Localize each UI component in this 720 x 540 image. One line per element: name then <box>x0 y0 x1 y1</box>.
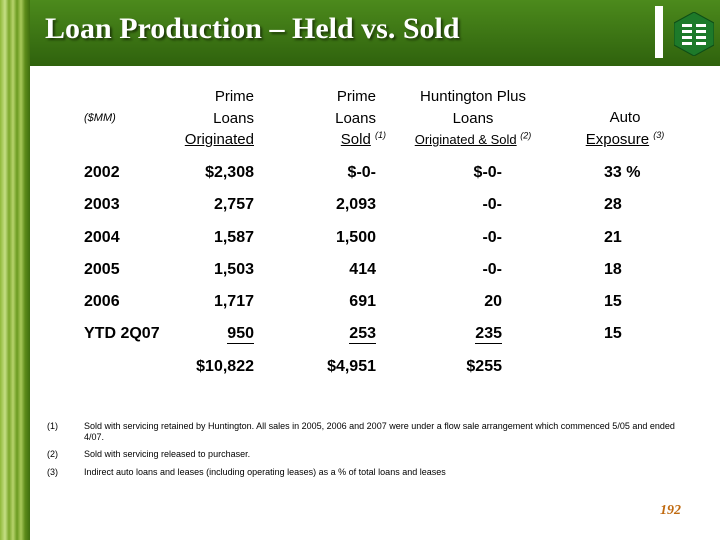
row-prime-sold: 253 <box>349 325 376 344</box>
row-year: 2004 <box>84 229 120 246</box>
row-auto-exposure: 15 <box>604 325 622 342</box>
col-header-auto-exposure: Auto Exposure (3) <box>585 109 665 148</box>
row-prime-sold: $-0- <box>347 164 376 181</box>
row-year: 2006 <box>84 293 120 310</box>
row-auto-exposure: 33 % <box>604 164 641 181</box>
row-prime-sold: 2,093 <box>335 196 376 213</box>
slide-title: Loan Production – Held vs. Sold <box>45 12 460 45</box>
total-huntington-plus: $255 <box>466 358 502 375</box>
col-header-huntington-plus: Huntington Plus Loans Originated & Sold … <box>414 88 532 147</box>
row-huntington-plus: -0- <box>482 261 502 278</box>
left-stripes <box>0 0 30 540</box>
row-year: 2002 <box>84 164 120 181</box>
row-prime-originated: 2,757 <box>213 196 254 213</box>
row-huntington-plus: $-0- <box>473 164 502 181</box>
total-prime-sold: $4,951 <box>327 358 376 375</box>
page-number: 192 <box>660 503 681 518</box>
row-prime-sold: 414 <box>349 261 376 278</box>
row-prime-originated: 1,503 <box>213 261 254 278</box>
row-prime-originated: $2,308 <box>205 164 254 181</box>
total-prime-originated: $10,822 <box>196 358 254 375</box>
row-huntington-plus: -0- <box>482 196 502 213</box>
unit-label: ($MM) <box>84 112 116 124</box>
row-prime-originated: 1,717 <box>213 293 254 310</box>
row-prime-sold: 691 <box>349 293 376 310</box>
row-auto-exposure: 28 <box>604 196 622 213</box>
row-prime-originated: 1,587 <box>213 229 254 246</box>
row-huntington-plus: -0- <box>482 229 502 246</box>
title-band: Loan Production – Held vs. Sold <box>0 0 720 66</box>
row-year: YTD 2Q07 <box>84 325 160 342</box>
row-prime-originated: 950 <box>227 325 254 344</box>
header-bar-divider <box>655 6 663 58</box>
row-auto-exposure: 18 <box>604 261 622 278</box>
row-auto-exposure: 21 <box>604 229 622 246</box>
row-year: 2005 <box>84 261 120 278</box>
row-huntington-plus: 20 <box>484 293 502 310</box>
row-prime-sold: 1,500 <box>335 229 376 246</box>
col-header-prime-originated: Prime Loans Originated <box>184 88 254 148</box>
huntington-logo-icon <box>674 12 714 56</box>
row-year: 2003 <box>84 196 120 213</box>
col-header-prime-sold: Prime Loans Sold (1) <box>335 88 386 148</box>
row-auto-exposure: 15 <box>604 293 622 310</box>
row-huntington-plus: 235 <box>475 325 502 344</box>
